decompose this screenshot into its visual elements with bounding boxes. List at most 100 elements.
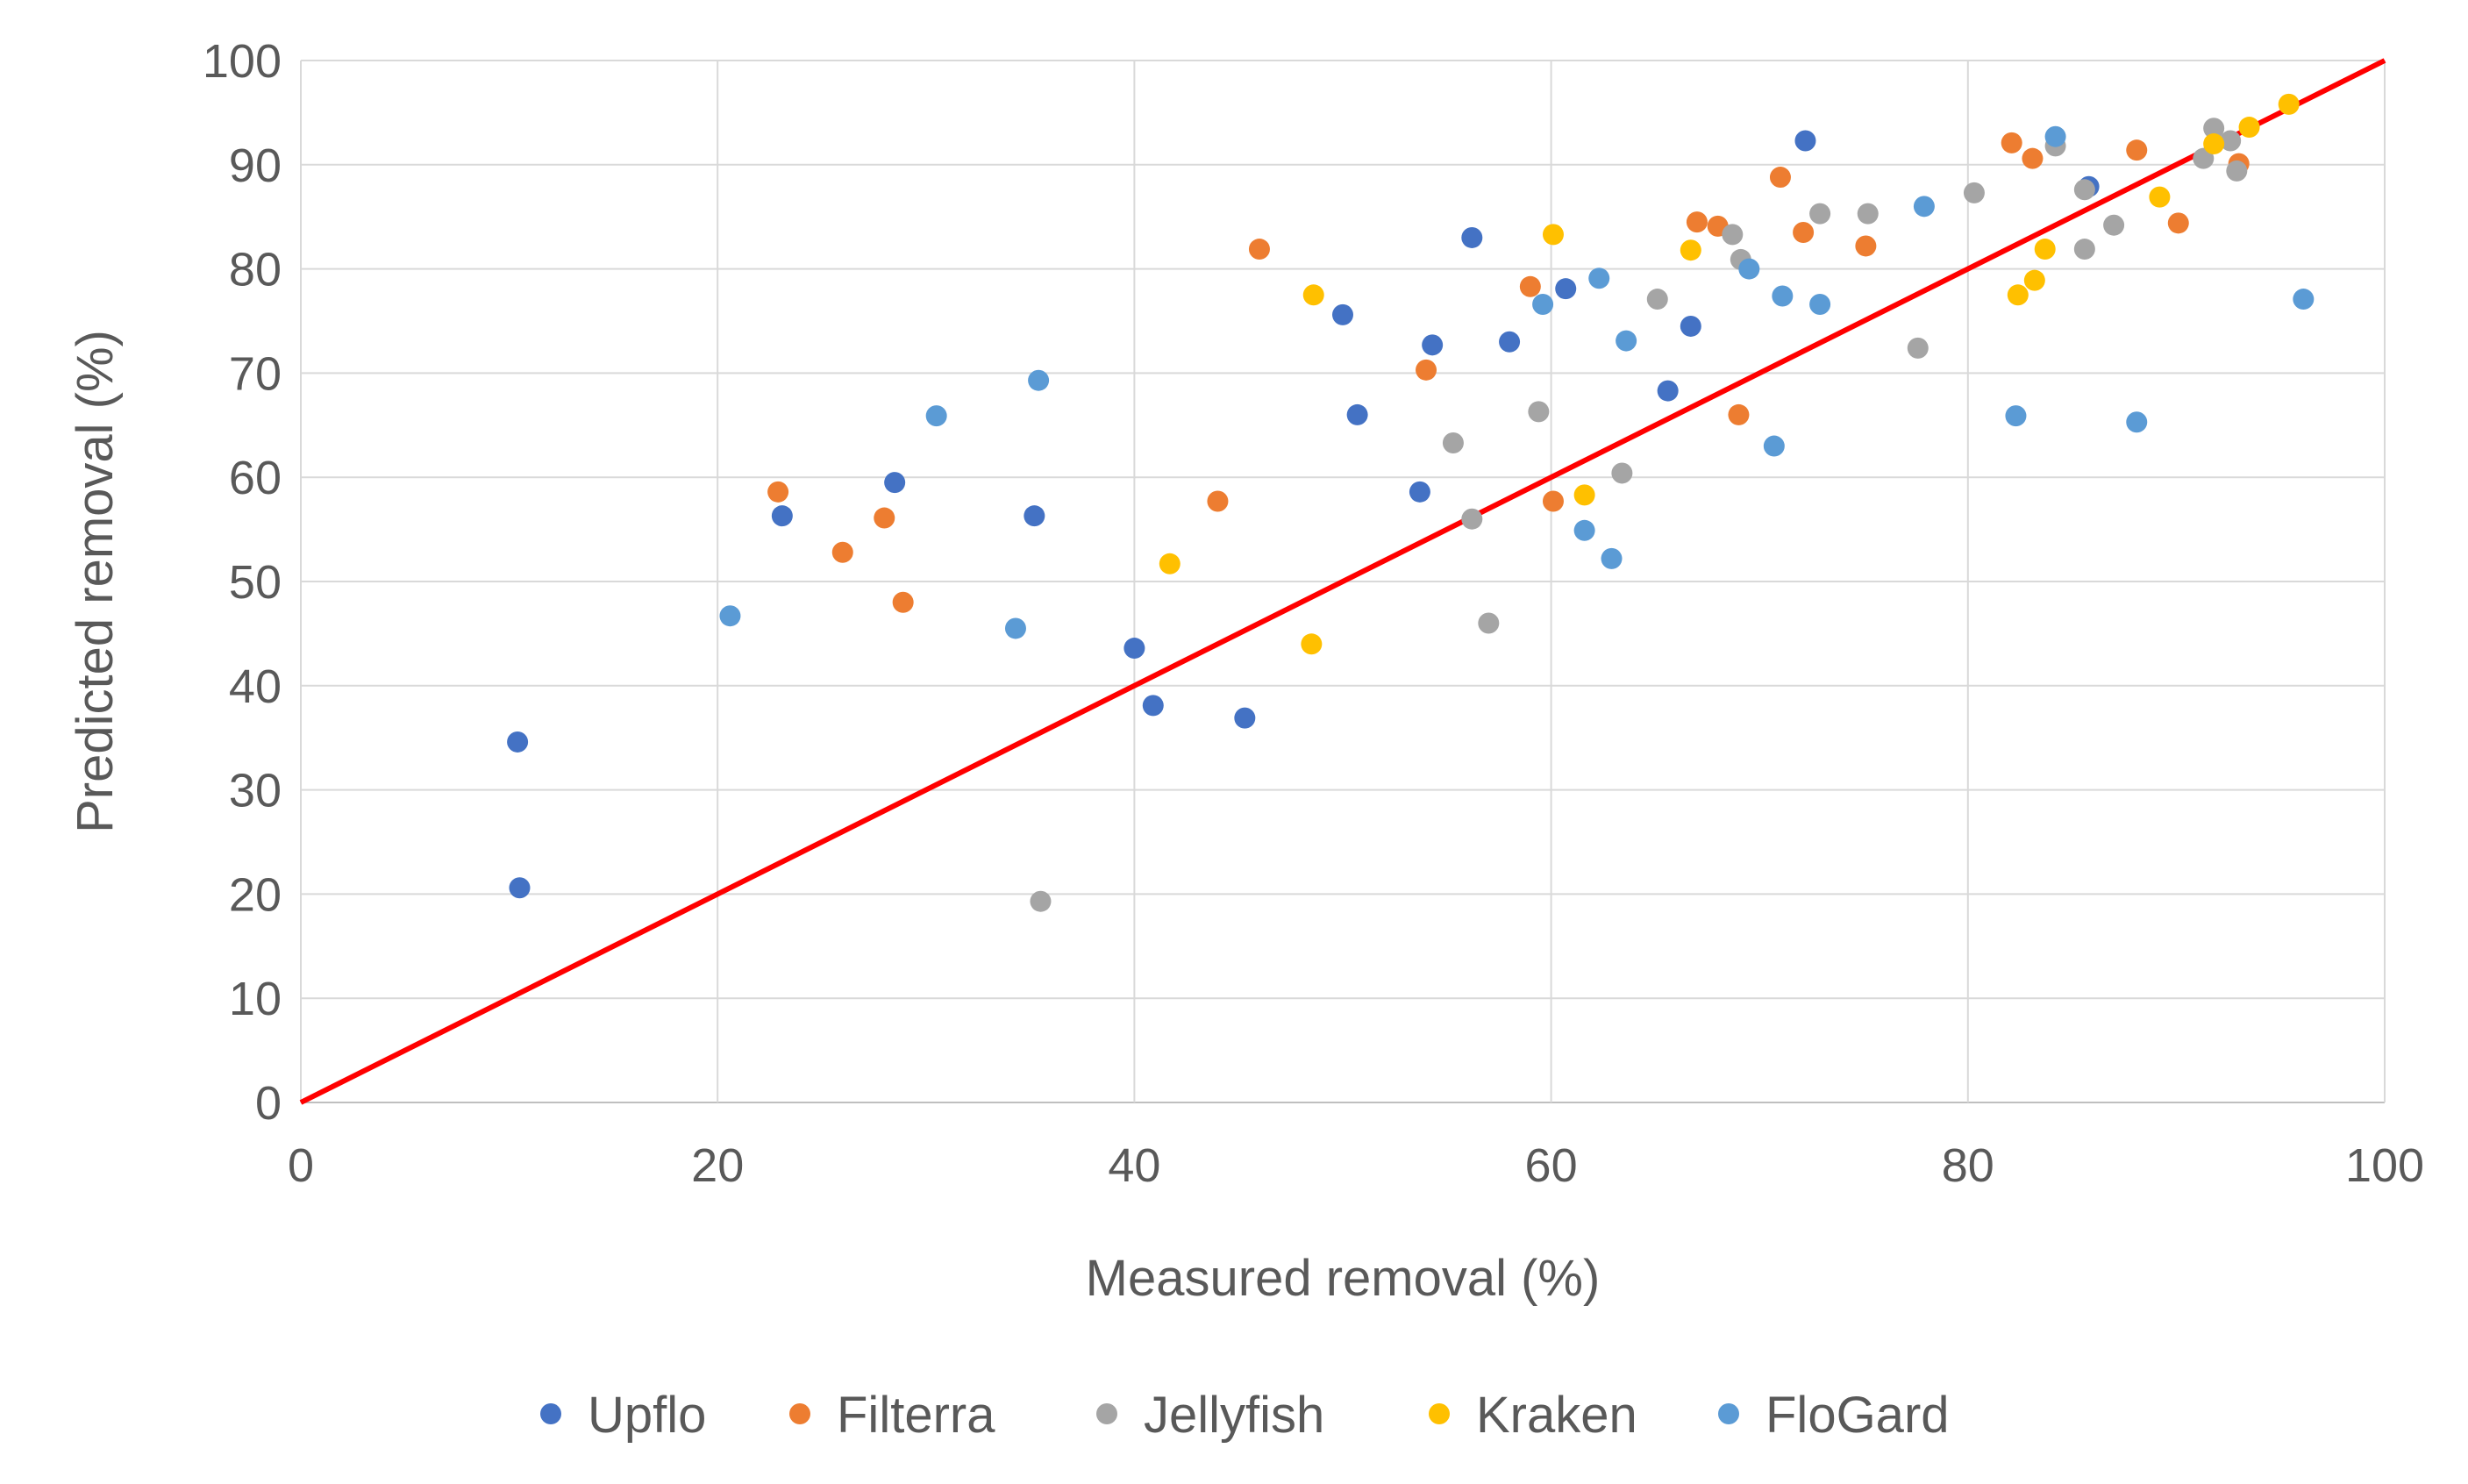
series-jellyfish — [1030, 118, 2248, 912]
data-point — [1573, 519, 1595, 541]
data-point — [1555, 278, 1577, 300]
y-tick-label: 100 — [203, 35, 282, 88]
y-tick-label: 80 — [229, 244, 282, 296]
data-point — [1442, 432, 1464, 453]
data-point — [1478, 612, 1500, 634]
y-tick-label: 50 — [229, 556, 282, 609]
data-point — [1159, 553, 1181, 574]
data-point — [884, 472, 906, 494]
data-point — [1738, 258, 1760, 280]
y-tick-label: 20 — [229, 868, 282, 921]
data-point — [2220, 130, 2242, 152]
data-point — [1680, 239, 1701, 261]
legend-marker — [1096, 1403, 1117, 1424]
y-tick-label: 60 — [229, 452, 282, 504]
data-point — [1028, 369, 1050, 391]
legend-item-kraken: Kraken — [1429, 1387, 1637, 1444]
legend-item-jellyfish: Jellyfish — [1096, 1387, 1324, 1444]
data-points — [507, 93, 2315, 912]
data-point — [1769, 167, 1791, 189]
y-tick-label: 70 — [229, 347, 282, 400]
data-point — [1963, 182, 1985, 203]
data-point — [874, 507, 895, 529]
data-point — [1763, 435, 1785, 457]
y-tick-label: 90 — [229, 139, 282, 192]
data-point — [2034, 239, 2056, 260]
data-point — [1601, 547, 1623, 569]
legend: Upflo Filterra Jellyfish Kraken FloGard — [540, 1387, 1950, 1444]
data-point — [2278, 93, 2300, 115]
data-point — [2022, 147, 2044, 169]
data-point — [507, 731, 529, 753]
data-point — [925, 405, 947, 427]
data-point — [1855, 235, 1877, 257]
data-point — [1573, 484, 1595, 506]
legend-label: Upflo — [588, 1387, 706, 1444]
data-point — [1528, 401, 1550, 423]
data-point — [1123, 638, 1145, 660]
data-point — [892, 591, 914, 613]
data-point — [1686, 211, 1708, 233]
y-axis-title: Predicted removal (%) — [67, 330, 124, 833]
data-point — [2001, 132, 2022, 153]
data-point — [1542, 490, 1564, 512]
data-point — [2023, 269, 2045, 291]
data-point — [2293, 289, 2315, 310]
y-tick-label: 10 — [229, 973, 282, 1025]
x-tick-label: 20 — [691, 1139, 744, 1192]
data-point — [1722, 224, 1744, 246]
data-point — [2007, 284, 2029, 306]
data-point — [1809, 293, 1831, 315]
data-point — [2238, 117, 2260, 139]
data-point — [509, 877, 531, 899]
data-point — [2005, 405, 2027, 427]
data-point — [1646, 289, 1668, 310]
legend-label: Jellyfish — [1144, 1387, 1324, 1444]
legend-item-flogard: FloGard — [1718, 1387, 1950, 1444]
data-point — [1234, 707, 1256, 729]
data-point — [1461, 226, 1483, 248]
y-tick-label: 40 — [229, 660, 282, 713]
x-tick-label: 0 — [288, 1139, 314, 1192]
data-point — [719, 605, 741, 627]
data-point — [1907, 337, 1929, 359]
legend-label: Filterra — [837, 1387, 995, 1444]
one-to-one-line — [299, 58, 2386, 1105]
x-axis-title: Measured removal (%) — [1086, 1250, 1601, 1307]
data-point — [2167, 212, 2189, 234]
data-point — [1332, 303, 1353, 325]
y-tick-label: 0 — [255, 1077, 282, 1130]
data-point — [831, 541, 853, 563]
legend-marker — [789, 1403, 810, 1424]
data-point — [771, 505, 793, 527]
data-point — [1809, 203, 1831, 225]
data-point — [1680, 315, 1701, 337]
data-point — [2203, 133, 2225, 155]
data-point — [1793, 222, 1815, 244]
data-point — [1409, 481, 1430, 503]
data-point — [767, 481, 789, 503]
y-tick-label: 30 — [229, 765, 282, 817]
data-point — [2103, 214, 2125, 236]
data-point — [1207, 490, 1229, 512]
legend-marker — [1718, 1403, 1739, 1424]
x-tick-label: 40 — [1108, 1139, 1160, 1192]
data-point — [1301, 633, 1323, 655]
data-point — [1024, 505, 1045, 527]
data-point — [1248, 239, 1270, 260]
data-point — [1772, 285, 1794, 307]
data-point — [1532, 293, 1554, 315]
data-point — [1422, 334, 1444, 356]
data-point — [2073, 239, 2095, 260]
legend-item-filterra: Filterra — [789, 1387, 995, 1444]
data-point — [1616, 330, 1637, 352]
data-point — [2073, 179, 2095, 201]
data-point — [1030, 890, 1052, 912]
data-point — [1611, 462, 1633, 484]
data-point — [2126, 411, 2148, 433]
data-point — [2203, 118, 2225, 139]
tick-labels: 0 10 20 30 40 50 60 70 80 90 100 0 20 40 60 80 100 — [203, 35, 2424, 1192]
data-point — [1913, 196, 1935, 218]
x-tick-label: 100 — [2345, 1139, 2424, 1192]
